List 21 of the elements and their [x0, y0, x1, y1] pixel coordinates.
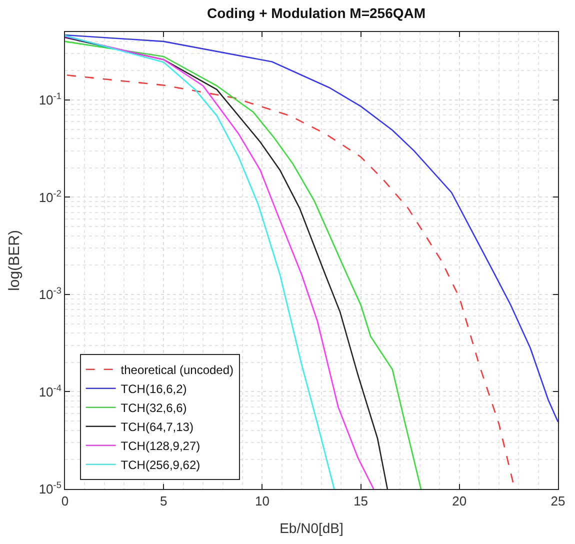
y-tick-label: 10$^{-4}$ — [38, 382, 62, 400]
x-tick-label: 5 — [160, 494, 168, 509]
y-tick-label: 10$^{-3}$ — [38, 286, 62, 302]
legend-label: TCH(32,6,6) — [120, 401, 187, 416]
chart-title: Coding + Modulation M=256QAM — [206, 4, 426, 21]
x-tick-label: 25 — [550, 494, 566, 509]
legend-label: TCH(128,9,27) — [120, 439, 200, 454]
x-axis-title: Eb/N0[dB] — [280, 520, 344, 536]
y-axis-title: log(BER) — [6, 230, 24, 291]
y-tick-label: 10$^{-5}$ — [38, 480, 62, 497]
x-tick-label: 15 — [354, 494, 368, 509]
y-tick-label: 10$^{-2}$ — [38, 188, 62, 205]
legend-label: TCH(256,9,62) — [120, 458, 200, 472]
x-tick-label: 10 — [254, 494, 270, 509]
y-tick-label: 10$^{-1}$ — [38, 91, 62, 108]
legend-label: TCH(64,7,13) — [120, 420, 194, 434]
line-series — [65, 34, 558, 423]
x-tick-label: 20 — [452, 494, 467, 509]
legend-label: theoretical (uncoded) — [120, 363, 234, 378]
legend-label: TCH(16,6,2) — [120, 382, 187, 396]
x-tick-label: 0 — [61, 494, 69, 509]
